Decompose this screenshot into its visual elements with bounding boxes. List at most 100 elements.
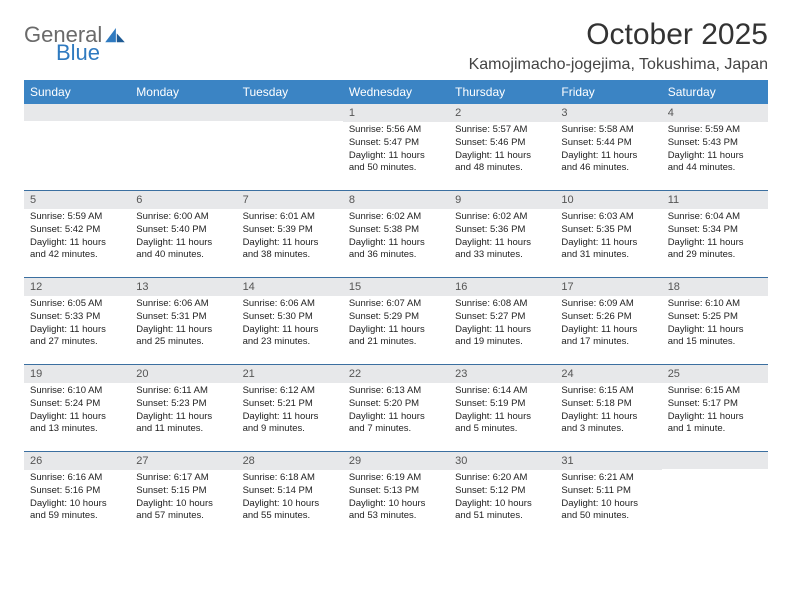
day-number: 22 <box>343 365 449 383</box>
day-details: Sunrise: 6:02 AMSunset: 5:36 PMDaylight:… <box>449 209 555 262</box>
day-number: 19 <box>24 365 130 383</box>
sunset-text: Sunset: 5:31 PM <box>136 311 230 324</box>
day-details: Sunrise: 6:09 AMSunset: 5:26 PMDaylight:… <box>555 296 661 349</box>
daylight-text: Daylight: 11 hours and 15 minutes. <box>668 324 762 350</box>
sunset-text: Sunset: 5:42 PM <box>30 224 124 237</box>
sunset-text: Sunset: 5:12 PM <box>455 485 549 498</box>
sunset-text: Sunset: 5:11 PM <box>561 485 655 498</box>
day-details: Sunrise: 6:12 AMSunset: 5:21 PMDaylight:… <box>237 383 343 436</box>
day-number: 11 <box>662 191 768 209</box>
day-cell: 21Sunrise: 6:12 AMSunset: 5:21 PMDayligh… <box>237 365 343 451</box>
day-number <box>237 104 343 121</box>
day-cell <box>662 452 768 538</box>
sunset-text: Sunset: 5:15 PM <box>136 485 230 498</box>
sunrise-text: Sunrise: 6:03 AM <box>561 211 655 224</box>
day-cell: 7Sunrise: 6:01 AMSunset: 5:39 PMDaylight… <box>237 191 343 277</box>
day-details: Sunrise: 6:20 AMSunset: 5:12 PMDaylight:… <box>449 470 555 523</box>
sunset-text: Sunset: 5:46 PM <box>455 137 549 150</box>
day-number: 18 <box>662 278 768 296</box>
day-cell: 2Sunrise: 5:57 AMSunset: 5:46 PMDaylight… <box>449 104 555 190</box>
sunset-text: Sunset: 5:26 PM <box>561 311 655 324</box>
daylight-text: Daylight: 11 hours and 11 minutes. <box>136 411 230 437</box>
day-details: Sunrise: 5:56 AMSunset: 5:47 PMDaylight:… <box>343 122 449 175</box>
sunset-text: Sunset: 5:13 PM <box>349 485 443 498</box>
day-cell: 9Sunrise: 6:02 AMSunset: 5:36 PMDaylight… <box>449 191 555 277</box>
logo-text-blue: Blue <box>56 42 126 64</box>
day-number: 12 <box>24 278 130 296</box>
sunrise-text: Sunrise: 6:13 AM <box>349 385 443 398</box>
sunset-text: Sunset: 5:18 PM <box>561 398 655 411</box>
sunrise-text: Sunrise: 6:01 AM <box>243 211 337 224</box>
day-number: 15 <box>343 278 449 296</box>
day-details: Sunrise: 5:59 AMSunset: 5:43 PMDaylight:… <box>662 122 768 175</box>
day-cell <box>24 104 130 190</box>
day-number <box>24 104 130 121</box>
daylight-text: Daylight: 11 hours and 29 minutes. <box>668 237 762 263</box>
day-cell: 23Sunrise: 6:14 AMSunset: 5:19 PMDayligh… <box>449 365 555 451</box>
day-details: Sunrise: 6:07 AMSunset: 5:29 PMDaylight:… <box>343 296 449 349</box>
day-details: Sunrise: 6:05 AMSunset: 5:33 PMDaylight:… <box>24 296 130 349</box>
sunset-text: Sunset: 5:43 PM <box>668 137 762 150</box>
day-number: 13 <box>130 278 236 296</box>
day-number: 26 <box>24 452 130 470</box>
day-number: 14 <box>237 278 343 296</box>
day-number: 24 <box>555 365 661 383</box>
day-number: 5 <box>24 191 130 209</box>
daylight-text: Daylight: 11 hours and 1 minute. <box>668 411 762 437</box>
sunrise-text: Sunrise: 6:18 AM <box>243 472 337 485</box>
daylight-text: Daylight: 10 hours and 57 minutes. <box>136 498 230 524</box>
sunrise-text: Sunrise: 6:10 AM <box>30 385 124 398</box>
sunrise-text: Sunrise: 6:17 AM <box>136 472 230 485</box>
day-details: Sunrise: 6:04 AMSunset: 5:34 PMDaylight:… <box>662 209 768 262</box>
sunset-text: Sunset: 5:19 PM <box>455 398 549 411</box>
day-header: Saturday <box>662 80 768 104</box>
sunrise-text: Sunrise: 6:00 AM <box>136 211 230 224</box>
day-cell: 11Sunrise: 6:04 AMSunset: 5:34 PMDayligh… <box>662 191 768 277</box>
day-cell: 1Sunrise: 5:56 AMSunset: 5:47 PMDaylight… <box>343 104 449 190</box>
daylight-text: Daylight: 10 hours and 50 minutes. <box>561 498 655 524</box>
day-number: 23 <box>449 365 555 383</box>
sunset-text: Sunset: 5:24 PM <box>30 398 124 411</box>
day-details: Sunrise: 6:06 AMSunset: 5:30 PMDaylight:… <box>237 296 343 349</box>
sunrise-text: Sunrise: 6:06 AM <box>136 298 230 311</box>
day-details: Sunrise: 6:15 AMSunset: 5:17 PMDaylight:… <box>662 383 768 436</box>
sunset-text: Sunset: 5:27 PM <box>455 311 549 324</box>
sunset-text: Sunset: 5:33 PM <box>30 311 124 324</box>
daylight-text: Daylight: 11 hours and 9 minutes. <box>243 411 337 437</box>
title-block: October 2025 Kamojimacho-jogejima, Tokus… <box>469 18 768 74</box>
day-details: Sunrise: 6:19 AMSunset: 5:13 PMDaylight:… <box>343 470 449 523</box>
day-cell: 5Sunrise: 5:59 AMSunset: 5:42 PMDaylight… <box>24 191 130 277</box>
day-details: Sunrise: 6:18 AMSunset: 5:14 PMDaylight:… <box>237 470 343 523</box>
daylight-text: Daylight: 11 hours and 46 minutes. <box>561 150 655 176</box>
sunset-text: Sunset: 5:30 PM <box>243 311 337 324</box>
day-cell: 13Sunrise: 6:06 AMSunset: 5:31 PMDayligh… <box>130 278 236 364</box>
week-row: 1Sunrise: 5:56 AMSunset: 5:47 PMDaylight… <box>24 104 768 191</box>
day-cell: 4Sunrise: 5:59 AMSunset: 5:43 PMDaylight… <box>662 104 768 190</box>
daylight-text: Daylight: 11 hours and 7 minutes. <box>349 411 443 437</box>
day-cell: 3Sunrise: 5:58 AMSunset: 5:44 PMDaylight… <box>555 104 661 190</box>
day-cell: 14Sunrise: 6:06 AMSunset: 5:30 PMDayligh… <box>237 278 343 364</box>
sunrise-text: Sunrise: 6:02 AM <box>455 211 549 224</box>
day-header-row: SundayMondayTuesdayWednesdayThursdayFrid… <box>24 80 768 104</box>
sunrise-text: Sunrise: 6:15 AM <box>668 385 762 398</box>
daylight-text: Daylight: 11 hours and 13 minutes. <box>30 411 124 437</box>
sunrise-text: Sunrise: 6:19 AM <box>349 472 443 485</box>
day-cell: 29Sunrise: 6:19 AMSunset: 5:13 PMDayligh… <box>343 452 449 538</box>
day-cell: 17Sunrise: 6:09 AMSunset: 5:26 PMDayligh… <box>555 278 661 364</box>
sunrise-text: Sunrise: 5:56 AM <box>349 124 443 137</box>
day-cell: 19 Sunrise: 6:10 AMSunset: 5:24 PMDayligh… <box>24 365 130 451</box>
day-header: Sunday <box>24 80 130 104</box>
daylight-text: Daylight: 11 hours and 48 minutes. <box>455 150 549 176</box>
daylight-text: Daylight: 11 hours and 31 minutes. <box>561 237 655 263</box>
day-details: Sunrise: 6:03 AMSunset: 5:35 PMDaylight:… <box>555 209 661 262</box>
day-details: Sunrise: 6:21 AMSunset: 5:11 PMDaylight:… <box>555 470 661 523</box>
day-number: 9 <box>449 191 555 209</box>
sunset-text: Sunset: 5:29 PM <box>349 311 443 324</box>
day-number: 1 <box>343 104 449 122</box>
sunrise-text: Sunrise: 6:04 AM <box>668 211 762 224</box>
sunrise-text: Sunrise: 6:07 AM <box>349 298 443 311</box>
sunrise-text: Sunrise: 6:05 AM <box>30 298 124 311</box>
week-row: 19Sunrise: 6:10 AMSunset: 5:24 PMDayligh… <box>24 365 768 452</box>
daylight-text: Daylight: 10 hours and 55 minutes. <box>243 498 337 524</box>
daylight-text: Daylight: 11 hours and 42 minutes. <box>30 237 124 263</box>
